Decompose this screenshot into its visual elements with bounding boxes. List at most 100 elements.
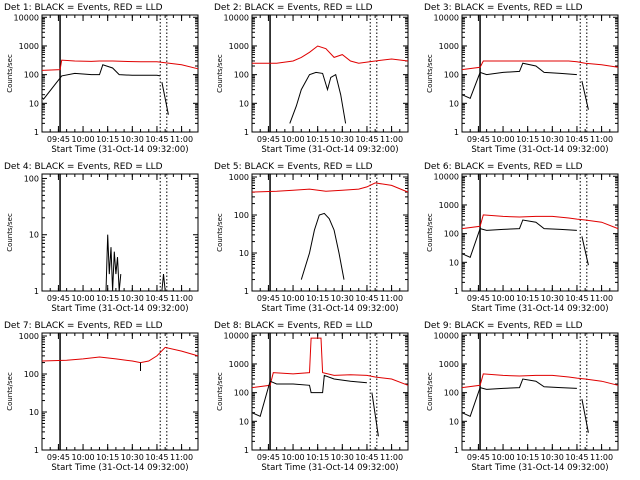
y-tick-label: 100 (444, 71, 459, 80)
y-axis-label: Counts/sec (426, 213, 434, 252)
lld-series-line (41, 346, 199, 364)
x-tick-label: 11:00 (590, 453, 613, 462)
y-tick-label: 10 (449, 258, 459, 267)
y-tick-label: 1 (244, 287, 249, 296)
x-tick-label: 09:45 (257, 294, 280, 303)
y-tick-label: 1 (34, 446, 39, 455)
panel-det-7: Det 7: BLACK = Events, RED = LLD 1 10 100 10… (4, 321, 199, 473)
y-tick-label: 10 (449, 99, 459, 108)
y-tick-label: 10 (29, 408, 39, 417)
y-axis-label: Counts/sec (6, 372, 14, 411)
panel-title: Det 1: BLACK = Events, RED = LLD (4, 3, 163, 13)
x-tick-label: 10:45 (145, 135, 168, 144)
panel-det-4: Det 4: BLACK = Events, RED = LLD 1 10 100 09… (4, 162, 199, 314)
y-tick-label: 1 (34, 287, 39, 296)
x-tick-label: 10:45 (145, 453, 168, 462)
plot-frame (461, 173, 619, 292)
x-tick-label: 10:45 (355, 135, 378, 144)
y-tick-label: 1000 (439, 42, 459, 51)
panel-det-2: Det 2: BLACK = Events, RED = LLD 1 10 100 10… (214, 3, 409, 155)
y-tick-label: 10 (29, 231, 39, 240)
y-tick-label: 10000 (224, 13, 249, 22)
y-tick-label: 10 (29, 99, 39, 108)
x-tick-label: 10:15 (96, 135, 119, 144)
plot-frame (41, 332, 199, 451)
y-tick-label: 1000 (439, 360, 459, 369)
x-tick-label: 10:45 (565, 294, 588, 303)
y-axis-label: Counts/sec (6, 213, 14, 252)
x-tick-label: 10:00 (72, 294, 95, 303)
panel-det-9: Det 9: BLACK = Events, RED = LLD 1 10 100 10… (424, 321, 619, 473)
x-tick-label: 11:00 (380, 294, 403, 303)
panel-title: Det 2: BLACK = Events, RED = LLD (214, 3, 373, 13)
y-tick-label: 10000 (224, 331, 249, 340)
y-tick-label: 1000 (229, 360, 249, 369)
x-tick-label: 11:00 (590, 294, 613, 303)
x-axis-label: Start Time (31-Oct-14 09:32:00) (471, 463, 608, 473)
events-series-line (461, 378, 577, 417)
lld-series-line (461, 373, 619, 389)
x-tick-label: 09:45 (467, 135, 490, 144)
x-tick-label: 09:45 (47, 135, 70, 144)
y-tick-label: 10000 (434, 331, 459, 340)
y-tick-label: 100 (444, 230, 459, 239)
x-tick-label: 10:45 (565, 135, 588, 144)
x-tick-label: 10:00 (72, 135, 95, 144)
x-axis-label: Start Time (31-Oct-14 09:32:00) (51, 304, 188, 314)
y-tick-label: 10 (239, 99, 249, 108)
y-tick-label: 1000 (19, 332, 39, 341)
y-tick-label: 1000 (229, 42, 249, 51)
panel-det-5: Det 5: BLACK = Events, RED = LLD 1 10 100 10… (214, 162, 409, 314)
events-series-line (581, 80, 589, 110)
y-tick-label: 10 (239, 249, 249, 258)
x-tick-label: 10:30 (121, 453, 144, 462)
panel-title: Det 4: BLACK = Events, RED = LLD (4, 162, 163, 172)
x-tick-label: 10:45 (355, 453, 378, 462)
y-tick-label: 100 (24, 71, 39, 80)
x-tick-label: 10:15 (306, 294, 329, 303)
panel-title: Det 8: BLACK = Events, RED = LLD (214, 321, 373, 331)
y-tick-label: 10000 (434, 13, 459, 22)
y-tick-label: 1 (34, 128, 39, 137)
panel-title: Det 9: BLACK = Events, RED = LLD (424, 321, 583, 331)
y-axis-label: Counts/sec (216, 372, 224, 411)
y-tick-label: 1000 (439, 201, 459, 210)
events-series-line (161, 82, 169, 115)
x-tick-label: 10:00 (492, 135, 515, 144)
x-axis-label: Start Time (31-Oct-14 09:32:00) (261, 304, 398, 314)
x-tick-label: 11:00 (590, 135, 613, 144)
panel-det-3: Det 3: BLACK = Events, RED = LLD 1 10 100 10… (424, 3, 619, 155)
y-tick-label: 1 (454, 287, 459, 296)
events-series-line (461, 219, 577, 258)
y-tick-label: 100 (234, 71, 249, 80)
x-tick-label: 11:00 (170, 294, 193, 303)
x-tick-label: 10:15 (96, 453, 119, 462)
lld-series-line (252, 45, 409, 64)
y-axis-label: Counts/sec (426, 54, 434, 93)
panel-title: Det 3: BLACK = Events, RED = LLD (424, 3, 583, 13)
lld-series-line (251, 182, 409, 193)
x-tick-label: 10:15 (516, 453, 539, 462)
y-axis-label: Counts/sec (426, 372, 434, 411)
events-series-line (105, 234, 122, 292)
x-tick-label: 10:30 (121, 294, 144, 303)
y-axis-label: Counts/sec (216, 54, 224, 93)
lld-series-line (461, 214, 619, 230)
x-tick-label: 10:15 (516, 135, 539, 144)
x-axis-label: Start Time (31-Oct-14 09:32:00) (51, 145, 188, 155)
x-tick-label: 10:15 (306, 453, 329, 462)
y-tick-label: 100 (234, 211, 249, 220)
x-tick-label: 10:45 (145, 294, 168, 303)
x-tick-label: 10:30 (541, 135, 564, 144)
x-tick-label: 10:30 (331, 294, 354, 303)
y-axis-label: Counts/sec (6, 54, 14, 93)
x-tick-label: 10:00 (282, 135, 305, 144)
events-series-line (581, 398, 589, 433)
y-tick-label: 10 (449, 417, 459, 426)
x-axis-label: Start Time (31-Oct-14 09:32:00) (261, 463, 398, 473)
x-tick-label: 09:45 (47, 294, 70, 303)
panel-title: Det 7: BLACK = Events, RED = LLD (4, 321, 163, 331)
y-tick-label: 100 (24, 174, 39, 183)
plot-frame (461, 14, 619, 133)
